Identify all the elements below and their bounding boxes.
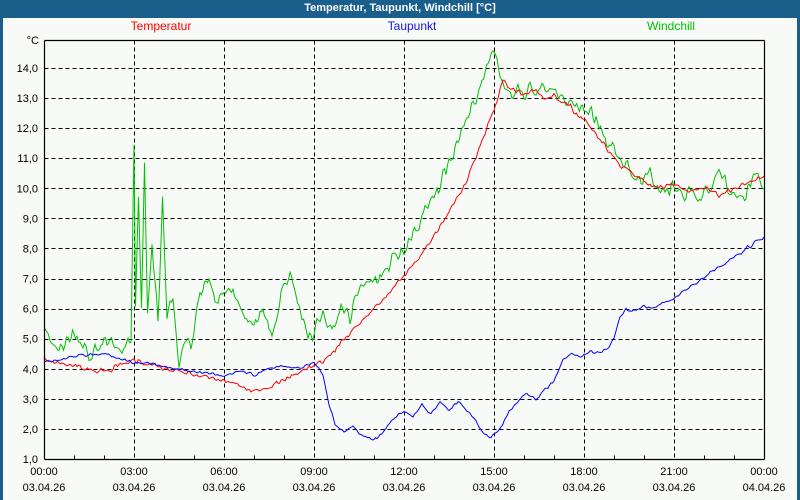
svg-text:9,0: 9,0 xyxy=(23,213,38,225)
svg-text:4,0: 4,0 xyxy=(23,364,38,376)
svg-text:8,0: 8,0 xyxy=(23,243,38,255)
svg-text:5,0: 5,0 xyxy=(23,334,38,346)
svg-text:03.04.26: 03.04.26 xyxy=(293,482,336,494)
svg-text:12:00: 12:00 xyxy=(390,466,418,478)
svg-text:03.04.26: 03.04.26 xyxy=(113,482,156,494)
svg-text:14,0: 14,0 xyxy=(17,63,38,75)
svg-text:6,0: 6,0 xyxy=(23,304,38,316)
svg-text:06:00: 06:00 xyxy=(210,466,238,478)
svg-text:21:00: 21:00 xyxy=(660,466,688,478)
svg-text:15:00: 15:00 xyxy=(480,466,508,478)
svg-text:3,0: 3,0 xyxy=(23,394,38,406)
svg-text:03.04.26: 03.04.26 xyxy=(563,482,606,494)
svg-text:00:00: 00:00 xyxy=(750,466,778,478)
svg-text:18:00: 18:00 xyxy=(570,466,598,478)
svg-text:°C: °C xyxy=(27,35,39,47)
svg-text:2,0: 2,0 xyxy=(23,424,38,436)
svg-text:1,0: 1,0 xyxy=(23,454,38,466)
svg-text:03.04.26: 03.04.26 xyxy=(383,482,426,494)
svg-text:13,0: 13,0 xyxy=(17,93,38,105)
svg-text:04.04.26: 04.04.26 xyxy=(743,482,786,494)
svg-text:7,0: 7,0 xyxy=(23,274,38,286)
svg-text:11,0: 11,0 xyxy=(17,153,38,165)
svg-text:03.04.26: 03.04.26 xyxy=(203,482,246,494)
svg-text:12,0: 12,0 xyxy=(17,123,38,135)
svg-text:00:00: 00:00 xyxy=(30,466,58,478)
svg-text:09:00: 09:00 xyxy=(300,466,328,478)
svg-text:03:00: 03:00 xyxy=(120,466,148,478)
svg-text:03.04.26: 03.04.26 xyxy=(653,482,696,494)
svg-text:03.04.26: 03.04.26 xyxy=(473,482,516,494)
svg-text:10,0: 10,0 xyxy=(17,183,38,195)
svg-text:03.04.26: 03.04.26 xyxy=(23,482,66,494)
